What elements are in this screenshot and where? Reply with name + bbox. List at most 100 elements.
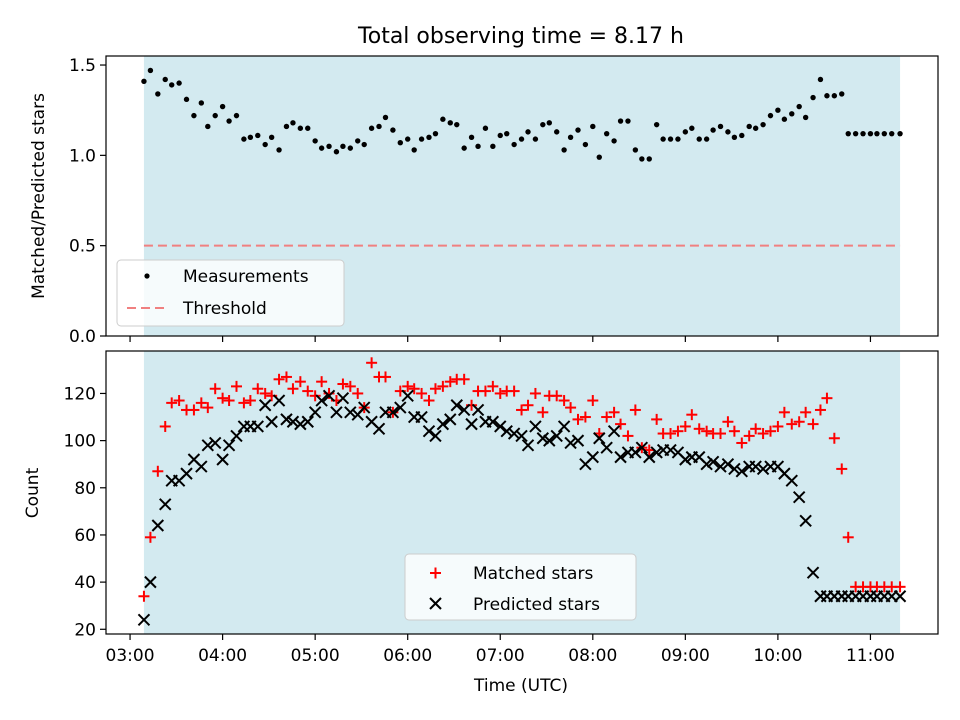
predicted-star-point xyxy=(444,413,457,426)
predicted-star-point xyxy=(756,462,770,476)
measurement-point xyxy=(440,116,446,122)
ratio-panel: 0.0 0.5 1.0 1.5 Matched/Predicted stars Mea… xyxy=(29,55,939,347)
legend-predicted-marker xyxy=(429,597,442,610)
measurement-point xyxy=(376,123,382,130)
predicted-star-point xyxy=(515,429,528,443)
measurement-point xyxy=(575,127,581,133)
matched-star-point xyxy=(842,531,854,543)
matched-star-point xyxy=(743,430,755,442)
legend-matched-marker xyxy=(430,567,441,579)
measurement-point xyxy=(382,114,389,121)
matched-star-point xyxy=(665,428,677,440)
x-tick-label: 05:00 xyxy=(291,646,340,666)
count-marks xyxy=(137,357,907,627)
measurement-point xyxy=(397,140,404,146)
measurement-point xyxy=(590,123,596,130)
predicted-star-point xyxy=(607,424,621,438)
y-tick-label: 1.5 xyxy=(69,56,96,76)
measurement-point xyxy=(176,80,182,86)
matched-star-point xyxy=(764,425,776,437)
measurement-point xyxy=(881,130,888,137)
matched-star-point xyxy=(757,428,769,440)
measurement-point xyxy=(617,118,624,124)
measurement-point xyxy=(141,78,147,84)
predicted-star-point xyxy=(785,474,798,487)
measurement-point xyxy=(497,132,503,139)
measurement-point xyxy=(432,130,439,137)
count-legend: Matched stars Predicted stars xyxy=(404,553,637,621)
x-axis-label: Time (UTC) xyxy=(473,676,568,696)
matched-star-point xyxy=(736,437,748,449)
predicted-star-point xyxy=(294,417,307,431)
measurement-point xyxy=(183,96,190,103)
measurement-point xyxy=(525,129,531,135)
matched-star-point xyxy=(686,409,698,421)
predicted-star-point xyxy=(386,406,400,419)
measurement-point xyxy=(305,125,311,131)
ratio-panel-frame xyxy=(105,55,939,337)
predicted-star-point xyxy=(614,450,627,464)
measurement-point xyxy=(603,130,610,137)
predicted-star-point xyxy=(494,420,507,433)
measurement-point xyxy=(667,136,674,142)
predicted-star-point xyxy=(144,575,157,589)
measurement-point xyxy=(824,93,830,99)
measurement-point xyxy=(333,149,340,155)
measurement-point xyxy=(852,130,859,137)
ratio-x-ticks xyxy=(129,336,872,342)
y-tick-label: 60 xyxy=(74,526,96,546)
predicted-star-point xyxy=(450,399,463,412)
measurement-point xyxy=(262,141,268,148)
count-y-axis-label: Count xyxy=(23,467,43,518)
x-tick-label: 08:00 xyxy=(568,646,617,666)
measurement-point xyxy=(475,143,481,150)
matched-star-point xyxy=(159,420,171,432)
measurement-point xyxy=(646,156,652,162)
measurement-point xyxy=(219,103,226,110)
ratio-y-axis-label: Matched/Predicted stars xyxy=(29,93,49,299)
measurement-point xyxy=(155,91,161,97)
measurement-point xyxy=(162,76,168,83)
matched-star-point xyxy=(786,418,798,430)
predicted-star-point xyxy=(357,401,371,414)
predicted-star-point xyxy=(401,389,414,403)
measurement-point xyxy=(839,91,845,97)
y-tick-label: 40 xyxy=(74,573,96,593)
matched-star-point xyxy=(894,581,906,593)
x-tick-label: 04:00 xyxy=(198,646,247,666)
predicted-star-point xyxy=(394,401,407,414)
predicted-star-point xyxy=(521,439,535,452)
matched-star-point xyxy=(579,411,591,423)
matched-star-point xyxy=(195,397,207,409)
measurement-point xyxy=(198,100,205,106)
measurement-point xyxy=(703,136,710,142)
matched-star-point xyxy=(244,395,256,407)
matched-star-point xyxy=(379,371,391,383)
y-tick-label: 1.0 xyxy=(69,146,96,166)
measurement-point xyxy=(845,130,851,137)
measurement-point xyxy=(461,145,467,151)
count-y-ticks: 20 40 60 80 100 120 xyxy=(64,384,106,640)
predicted-star-point xyxy=(557,420,571,433)
predicted-star-point xyxy=(195,460,208,473)
predicted-star-point xyxy=(315,394,328,407)
predicted-star-point xyxy=(265,415,278,428)
matched-star-point xyxy=(522,399,534,411)
measurement-point xyxy=(418,136,425,142)
matched-star-point xyxy=(693,423,705,435)
legend-threshold-label: Threshold xyxy=(182,299,267,319)
count-x-ticks: 03:00 04:00 05:00 06:00 07:00 08:00 09:00 10:00… xyxy=(106,634,895,666)
measurement-point xyxy=(660,136,666,142)
measurement-point xyxy=(540,121,546,128)
matched-star-point xyxy=(273,373,285,385)
predicted-star-point xyxy=(422,424,436,438)
matched-star-point xyxy=(173,395,185,407)
predicted-star-point xyxy=(429,429,442,443)
measurement-point xyxy=(226,118,232,124)
predicted-star-point xyxy=(643,450,656,464)
measurement-point xyxy=(739,132,745,139)
matched-star-point xyxy=(608,406,620,418)
matched-star-point xyxy=(828,432,840,444)
measurement-point xyxy=(675,136,681,142)
legend-measurements-marker xyxy=(144,273,150,279)
